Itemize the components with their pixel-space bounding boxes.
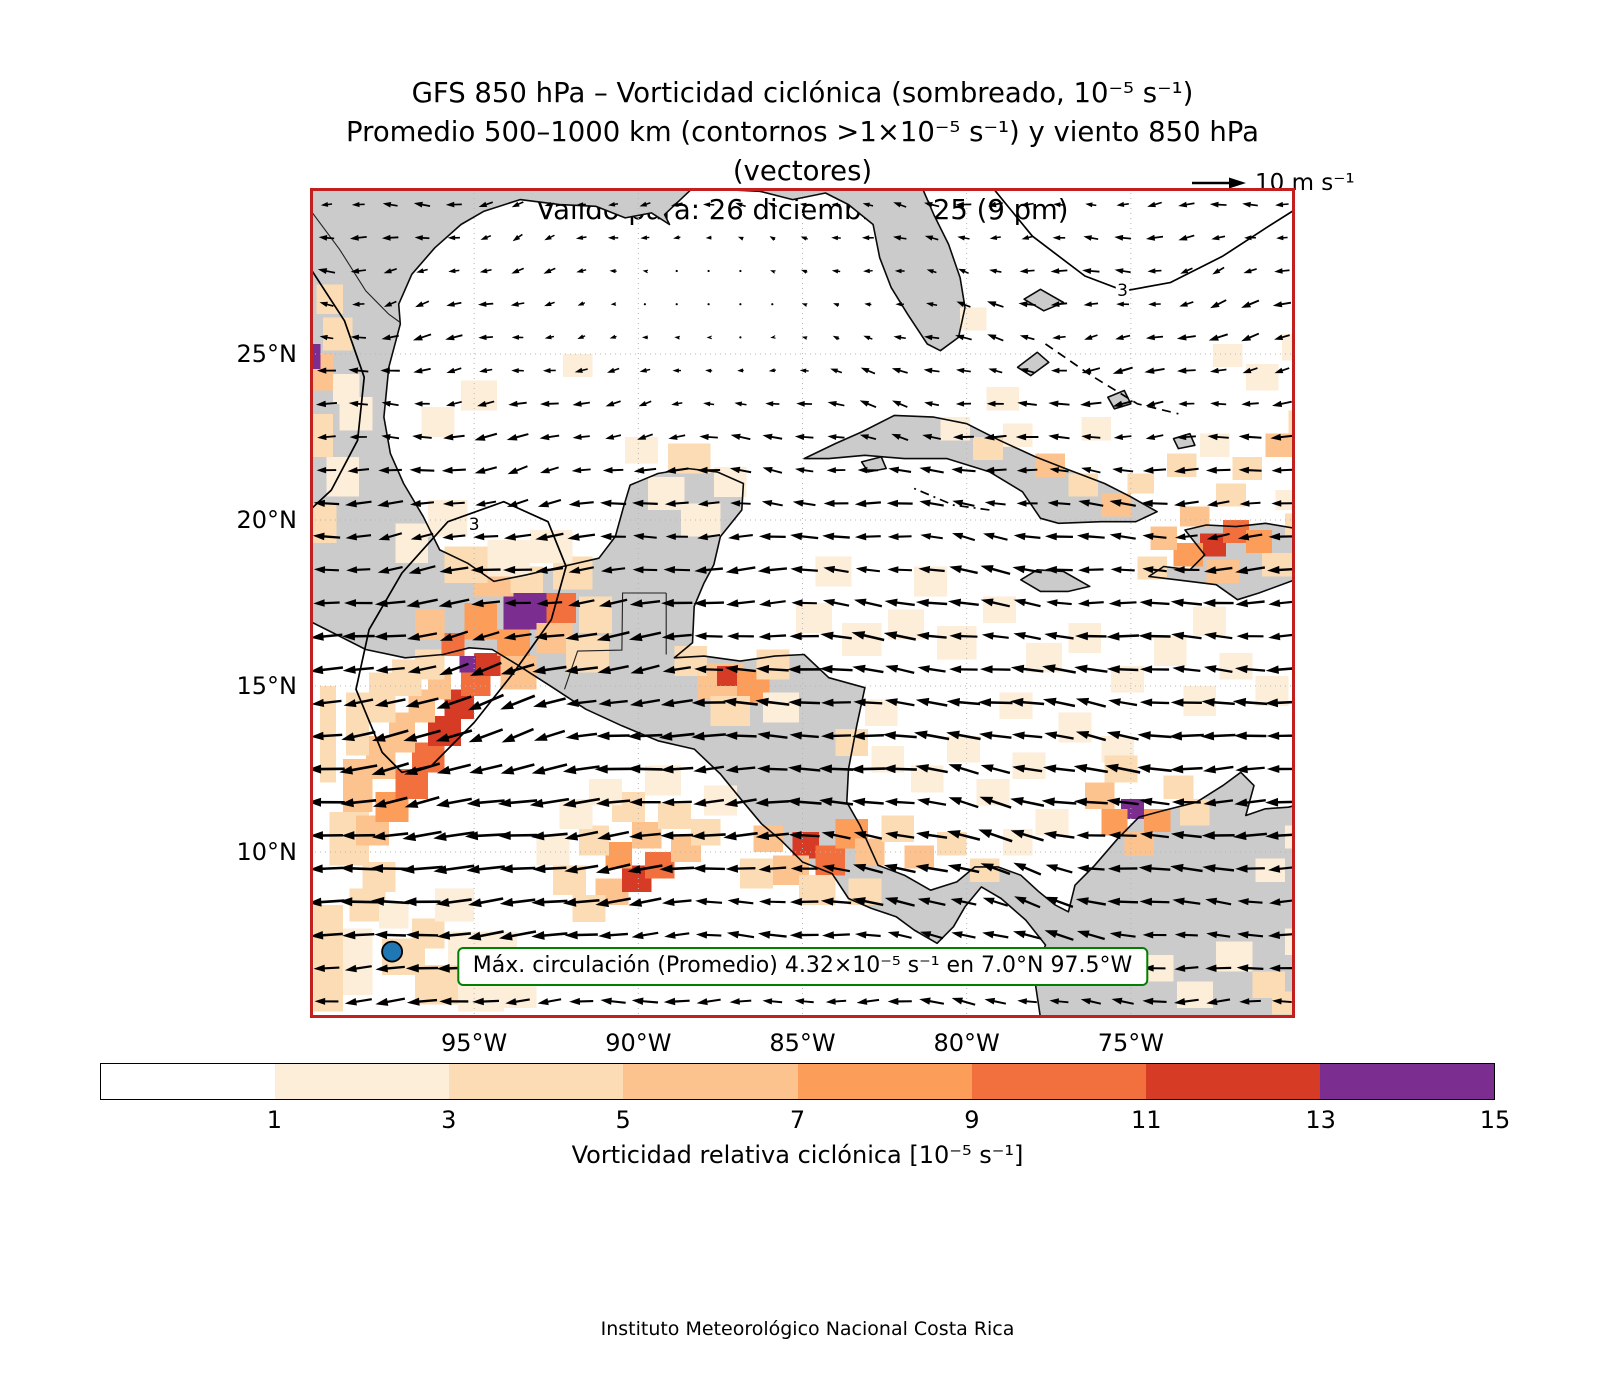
colorbar-tick-label: 7 [789,1106,806,1134]
footer-credit: Instituto Meteorológico Nacional Costa R… [600,1318,1015,1340]
colorbar-tick-label: 3 [441,1106,457,1134]
title-line-2: Promedio 500–1000 km (contornos >1×10⁻⁵ … [346,116,1259,187]
colorbar-segment [449,1064,624,1099]
contour-layer: 33 [310,188,1295,774]
colorbar-segment [1319,1064,1494,1099]
colorbar [100,1063,1495,1100]
x-tick-label: 85°W [769,1029,836,1057]
plot-frame [310,188,1295,1018]
x-tick-label: 90°W [605,1029,672,1057]
colorbar-segment [101,1064,276,1099]
colorbar-segment [275,1064,450,1099]
y-tick-label: 20°N [236,506,298,534]
figure-title: GFS 850 hPa – Vorticidad ciclónica (somb… [310,74,1295,230]
reference-arrow-label: 10 m s⁻¹ [1255,170,1355,196]
y-tick-label: 25°N [236,340,298,368]
vorticity-shading-layer [310,284,1295,1015]
wind-reference-key: 10 m s⁻¹ [1190,170,1355,196]
wind-vectors-layer [310,201,1295,1006]
y-tick-label: 15°N [236,672,298,700]
y-tick-label: 10°N [236,838,298,866]
max-circulation-annotation: Máx. circulación (Promedio) 4.32×10⁻⁵ s⁻… [456,947,1149,986]
colorbar-tick-label: 9 [964,1106,980,1134]
colorbar-segment [797,1064,972,1099]
colorbar-segment [971,1064,1146,1099]
coastline-layer [310,188,1295,1018]
colorbar-tick-label: 11 [1130,1106,1162,1134]
colorbar-segment [1145,1064,1320,1099]
contour-label: 3 [1117,281,1128,301]
max-circulation-text: Máx. circulación (Promedio) 4.32×10⁻⁵ s⁻… [472,953,1133,978]
colorbar-tick-label: 15 [1479,1106,1511,1134]
contour-label: 3 [469,515,480,535]
colorbar-tick-label: 13 [1305,1106,1336,1134]
x-tick-label: 75°W [1097,1029,1164,1057]
reference-arrow-icon [1192,177,1246,189]
x-tick-label: 80°W [933,1029,1000,1057]
colorbar-segment [623,1064,798,1099]
colorbar-label: Vorticidad relativa ciclónica [10⁻⁵ s⁻¹] [571,1141,1024,1169]
colorbar-tick-label: 5 [615,1106,631,1134]
x-tick-label: 95°W [441,1029,508,1057]
colorbar-tick-label: 1 [266,1106,283,1134]
map-canvas: 33 [310,188,1295,1018]
max-circulation-marker [381,940,403,963]
title-line-1: GFS 850 hPa – Vorticidad ciclónica (somb… [411,77,1194,109]
